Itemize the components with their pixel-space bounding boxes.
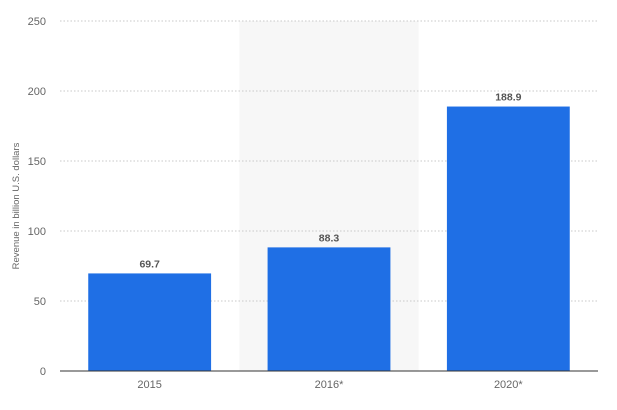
y-tick-labels: 0 50 100 150 200 250 <box>28 16 46 378</box>
y-tick-label: 100 <box>28 226 46 238</box>
bar[interactable] <box>88 273 212 371</box>
y-tick-label: 250 <box>28 16 46 28</box>
value-label: 188.9 <box>495 92 521 104</box>
y-tick-label: 150 <box>28 156 46 168</box>
bar[interactable] <box>267 247 391 371</box>
x-tick-label: 2020* <box>494 379 523 391</box>
x-tick-labels: 2015 2016* 2020* <box>137 379 523 391</box>
bars <box>88 106 570 371</box>
y-axis-label: Revenue in billion U.S. dollars <box>11 142 22 269</box>
y-tick-label: 50 <box>34 296 46 308</box>
bar[interactable] <box>446 106 570 371</box>
value-label: 69.7 <box>139 258 160 270</box>
y-tick-label: 0 <box>40 366 46 378</box>
y-tick-label: 200 <box>28 86 46 98</box>
x-tick-label: 2015 <box>137 379 161 391</box>
value-labels: 69.7 88.3 188.9 <box>139 92 521 271</box>
x-tick-label: 2016* <box>315 379 344 391</box>
value-label: 88.3 <box>319 232 340 244</box>
